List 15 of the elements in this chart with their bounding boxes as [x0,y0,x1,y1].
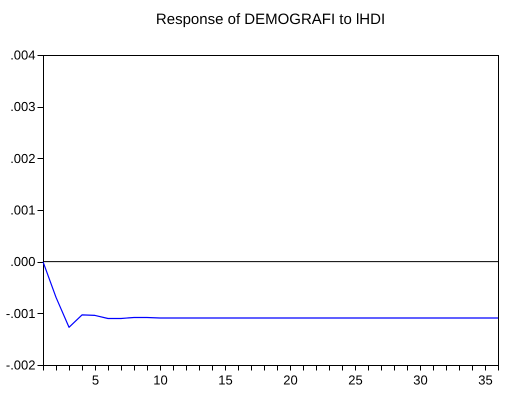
y-tick-label: .000 [10,254,36,270]
x-tick-label: 30 [413,372,428,388]
chart-title: Response of DEMOGRAFI to lHDI [156,11,386,28]
x-tick-label: 20 [283,372,298,388]
x-tick-label: 10 [153,372,168,388]
x-tick-label: 35 [478,372,493,388]
y-tick-label: -.001 [6,306,36,321]
x-tick-label: 15 [218,372,233,388]
x-tick-label: 5 [92,372,100,388]
y-tick-label: .004 [10,48,36,62]
y-tick-label: .002 [10,150,36,166]
y-tick-label: -.002 [6,358,36,372]
x-tick-label: 25 [348,372,363,388]
y-tick-label: .003 [10,99,36,114]
y-tick-label: .001 [10,202,36,218]
